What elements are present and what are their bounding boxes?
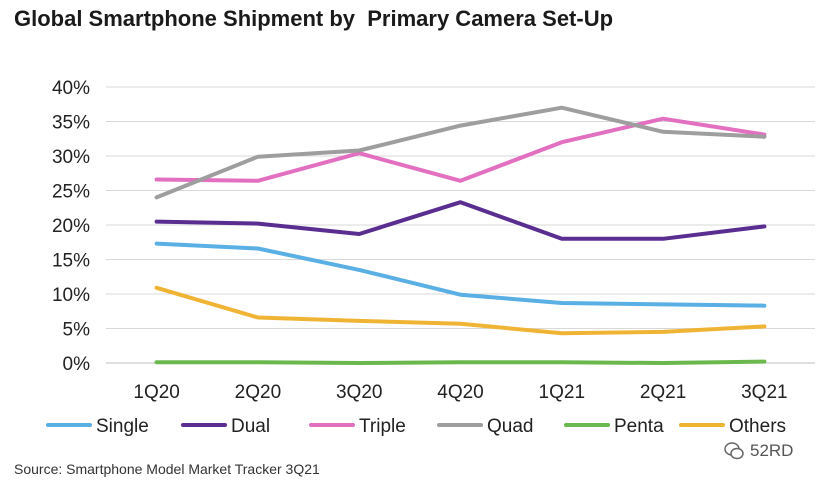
y-tick-label: 15% — [52, 251, 90, 272]
x-tick-label: 3Q21 — [741, 382, 787, 403]
series-lines — [154, 105, 767, 365]
series-line-others — [154, 285, 767, 336]
legend-label: Triple — [359, 416, 406, 437]
series-line-quad — [154, 105, 767, 200]
series-line-penta — [154, 359, 767, 365]
legend-label: Single — [96, 416, 149, 437]
legend-item-quad: Quad — [437, 416, 533, 437]
series-line-triple — [154, 116, 767, 183]
legend-item-triple: Triple — [309, 416, 406, 437]
watermark: 52RD — [724, 441, 793, 461]
x-axis-ticks: 1Q20 2Q20 3Q20 4Q20 1Q21 2Q21 3Q21 — [133, 382, 787, 403]
x-tick-label: 4Q20 — [437, 382, 483, 403]
legend-label: Others — [729, 416, 786, 437]
legend-label: Quad — [487, 416, 533, 437]
y-tick-label: 0% — [63, 354, 91, 375]
y-tick-label: 40% — [52, 78, 90, 99]
legend-item-others: Others — [679, 416, 786, 437]
legend-item-penta: Penta — [564, 416, 664, 437]
x-tick-label: 1Q20 — [133, 382, 179, 403]
y-tick-label: 10% — [52, 285, 90, 306]
y-tick-label: 5% — [63, 320, 91, 341]
y-axis-ticks: 0% 5% 10% 15% 20% 25% 30% 35% 40% — [52, 78, 90, 375]
x-tick-label: 1Q21 — [539, 382, 585, 403]
y-tick-label: 20% — [52, 216, 90, 237]
wechat-icon — [724, 442, 744, 460]
x-tick-label: 3Q20 — [336, 382, 382, 403]
source-note: Source: Smartphone Model Market Tracker … — [14, 461, 320, 477]
x-tick-label: 2Q21 — [640, 382, 686, 403]
chart-title: Global Smartphone Shipment by Primary Ca… — [14, 6, 614, 31]
legend: Single Dual Triple Quad Penta Others — [46, 416, 786, 437]
y-tick-label: 25% — [52, 182, 90, 203]
legend-label: Penta — [614, 416, 664, 437]
legend-label: Dual — [231, 416, 270, 437]
series-line-single — [154, 241, 767, 308]
y-tick-label: 35% — [52, 113, 90, 134]
watermark-text: 52RD — [750, 441, 794, 460]
legend-item-single: Single — [46, 416, 149, 437]
series-line-dual — [154, 200, 767, 241]
grid-lines — [106, 86, 815, 364]
legend-item-dual: Dual — [181, 416, 270, 437]
y-tick-label: 30% — [52, 147, 90, 168]
x-tick-label: 2Q20 — [235, 382, 281, 403]
